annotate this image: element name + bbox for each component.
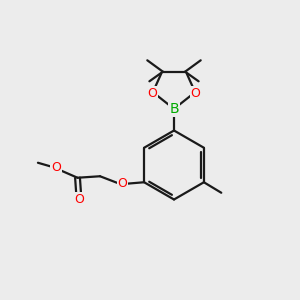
Text: O: O <box>191 87 200 100</box>
Text: O: O <box>74 193 84 206</box>
Text: B: B <box>169 102 179 116</box>
Text: O: O <box>118 177 128 190</box>
Text: O: O <box>148 87 157 100</box>
Text: O: O <box>51 161 61 174</box>
